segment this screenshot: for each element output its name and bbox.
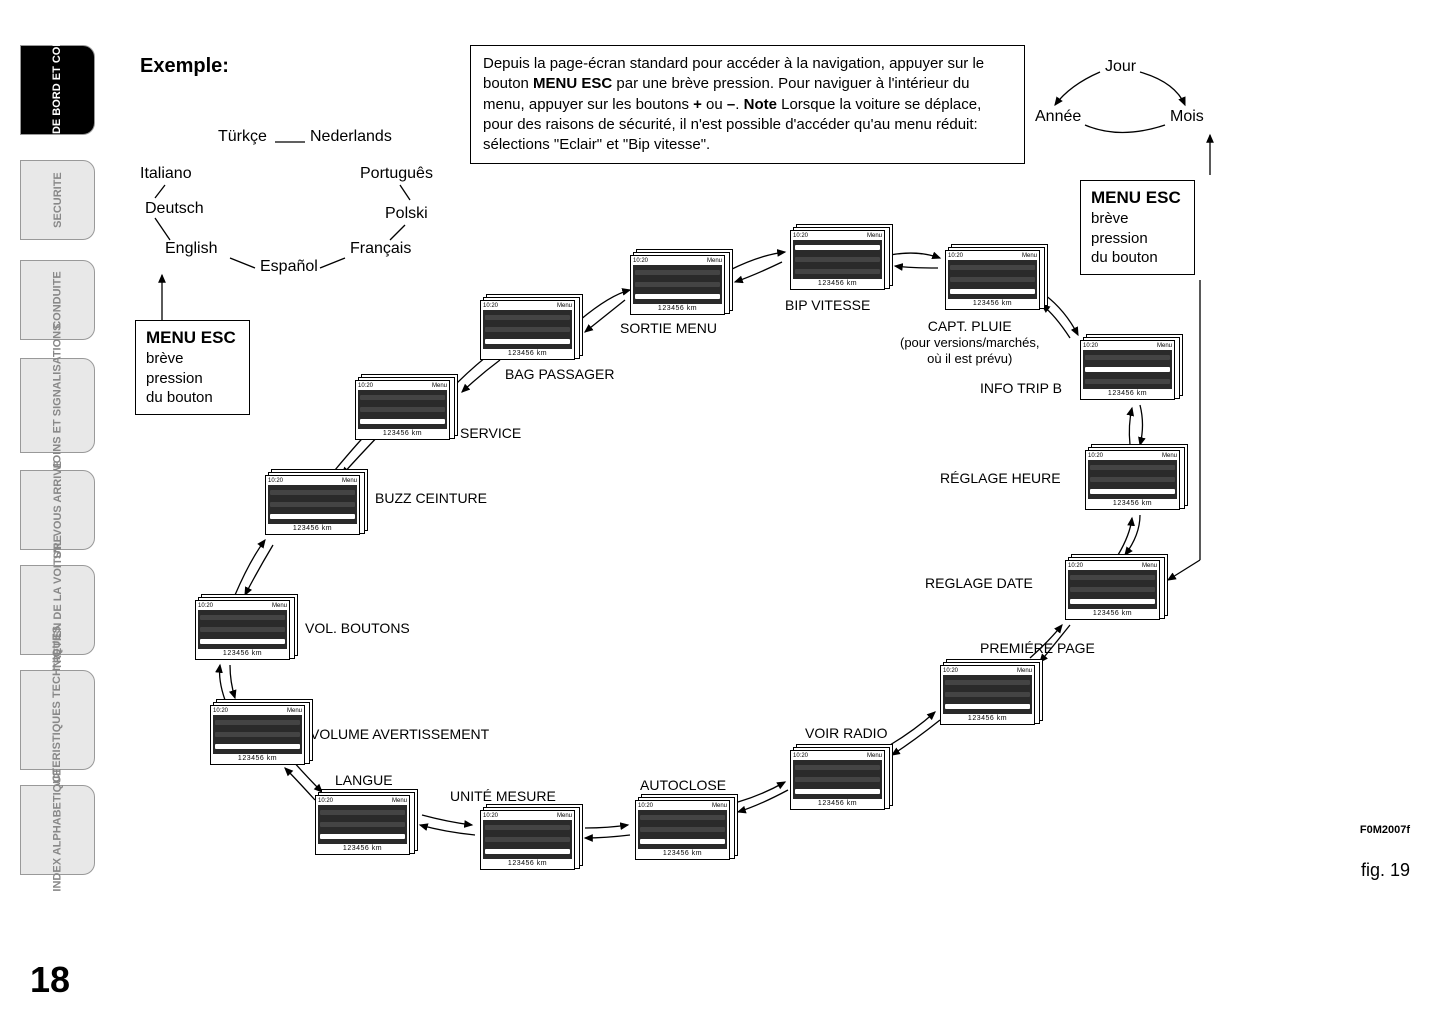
label-buzz-ceinture: BUZZ CEINTURE	[375, 490, 487, 506]
label-vol-boutons: VOL. BOUTONS	[305, 620, 410, 636]
screen-unite-mesure: 10:20Menu123456 km	[480, 810, 575, 870]
label-capt-pluie: CAPT. PLUIE(pour versions/marchés, où il…	[900, 318, 1039, 366]
lang-polski: Polski	[385, 205, 428, 223]
screen-volume-avert: 10:20Menu123456 km	[210, 705, 305, 765]
label-reglage-heure: RÉGLAGE HEURE	[940, 470, 1061, 486]
screen-sortie-menu: 10:20Menu123456 km	[630, 255, 725, 315]
menu-esc-box-right: MENU ESC brève pression du bouton	[1080, 180, 1195, 275]
label-volume-avert: VOLUME AVERTISSEMENT	[310, 726, 489, 742]
figure-number: fig. 19	[1361, 860, 1410, 881]
screen-langue: 10:20Menu123456 km	[315, 795, 410, 855]
lang-turkce: Türkçe	[218, 128, 267, 146]
label-info-trip-b: INFO TRIP B	[980, 380, 1062, 396]
screen-bag-passager: 10:20Menu123456 km	[480, 300, 575, 360]
label-bag-passager: BAG PASSAGER	[505, 366, 614, 382]
label-service: SERVICE	[460, 425, 521, 441]
screen-autoclose: 10:20Menu123456 km	[635, 800, 730, 860]
lang-deutsch: Deutsch	[145, 200, 204, 218]
lang-francais: Français	[350, 240, 411, 258]
lang-italiano: Italiano	[140, 165, 192, 183]
label-reglage-date: REGLAGE DATE	[925, 575, 1033, 591]
screen-service: 10:20Menu123456 km	[355, 380, 450, 440]
menu-esc-box-left: MENU ESC brève pression du bouton	[135, 320, 250, 415]
page-number: 18	[30, 959, 70, 1001]
screen-reglage-date: 10:20Menu123456 km	[1065, 560, 1160, 620]
tab-index[interactable]: INDEX ALPHABETIQUE	[20, 785, 95, 875]
screen-premiere-page: 10:20Menu123456 km	[940, 665, 1035, 725]
date-annee: Année	[1035, 108, 1081, 126]
label-voir-radio: VOIR RADIO	[805, 725, 887, 741]
screen-vol-boutons: 10:20Menu123456 km	[195, 600, 290, 660]
info-box: Depuis la page-écran standard pour accéd…	[470, 45, 1025, 164]
label-unite-mesure: UNITÉ MESURE	[450, 788, 556, 804]
screen-capt-pluie: 10:20Menu123456 km	[945, 250, 1040, 310]
label-autoclose: AUTOCLOSE	[640, 777, 726, 793]
label-bip-vitesse: BIP VITESSE	[785, 297, 870, 313]
label-sortie-menu: SORTIE MENU	[620, 320, 717, 336]
screen-voir-radio: 10:20Menu123456 km	[790, 750, 885, 810]
sidebar: PLANCHE DE BORD ET COMMANDES SECURITE CO…	[0, 0, 100, 1026]
tab-caracteristiques[interactable]: CARACTERISTIQUES TECHNIQUES	[20, 670, 95, 770]
exemple-heading: Exemple:	[140, 55, 229, 78]
tab-temoins[interactable]: TEMOINS ET SIGNALISATIONS	[20, 358, 95, 453]
lang-espanol: Español	[260, 258, 318, 276]
label-langue: LANGUE	[335, 772, 393, 788]
label-premiere-page: PREMIÉRE PAGE	[980, 640, 1095, 656]
date-jour: Jour	[1105, 58, 1136, 76]
screen-bip-vitesse: 10:20Menu123456 km	[790, 230, 885, 290]
screen-reglage-heure: 10:20Menu123456 km	[1085, 450, 1180, 510]
date-mois: Mois	[1170, 108, 1204, 126]
lang-english: English	[165, 240, 217, 258]
tab-securite[interactable]: SECURITE	[20, 160, 95, 240]
lang-portugues: Português	[360, 165, 433, 183]
screen-info-trip-b: 10:20Menu123456 km	[1080, 340, 1175, 400]
figure-code: F0M2007f	[1360, 824, 1410, 836]
lang-nederlands: Nederlands	[310, 128, 392, 146]
tab-planche-de-bord[interactable]: PLANCHE DE BORD ET COMMANDES	[20, 45, 95, 135]
screen-buzz-ceinture: 10:20Menu123456 km	[265, 475, 360, 535]
